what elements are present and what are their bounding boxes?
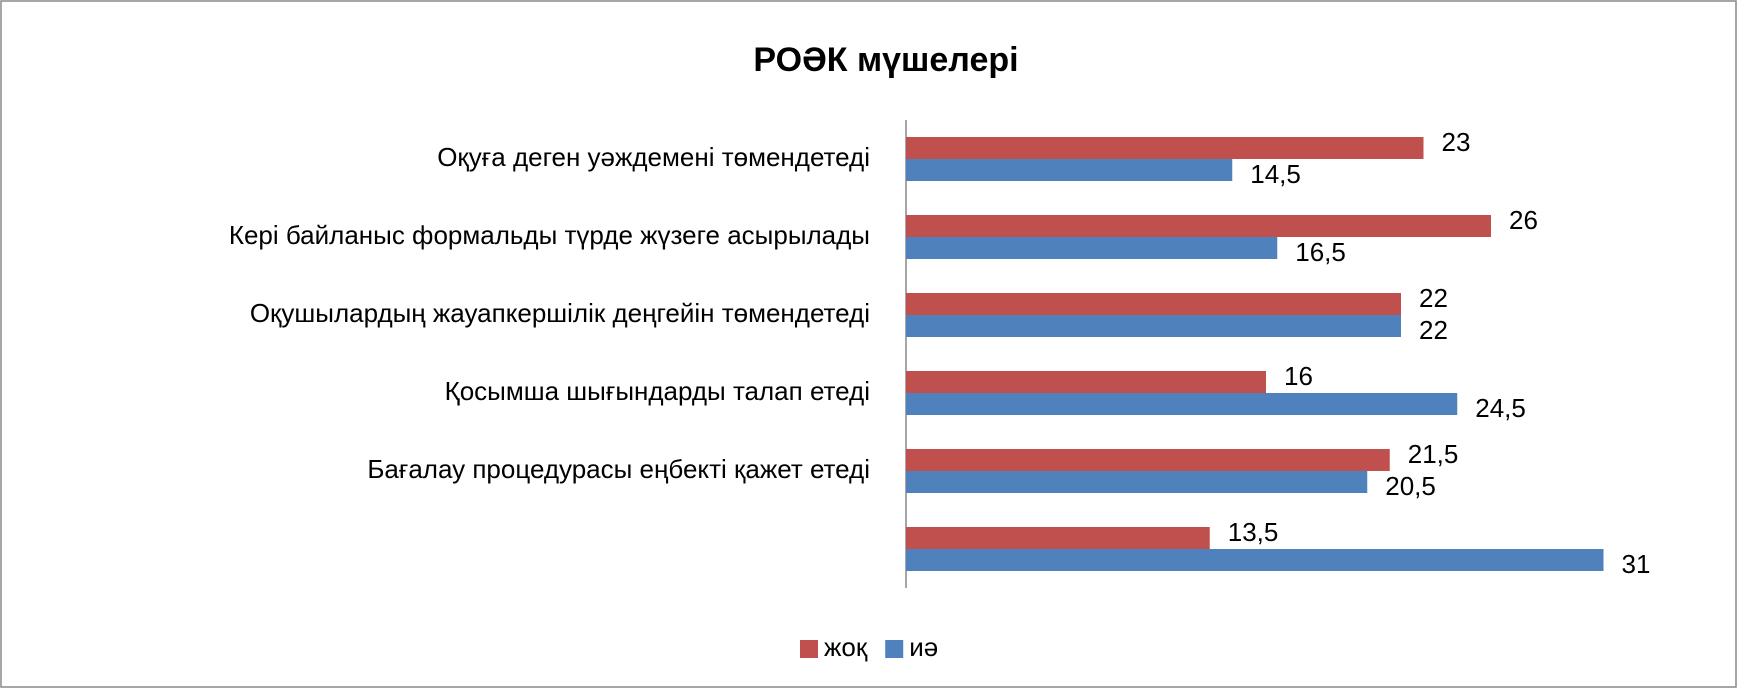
bar bbox=[906, 293, 1401, 315]
bar bbox=[906, 215, 1491, 237]
category-label: Қосымша шығындарды талап етеді bbox=[445, 376, 870, 406]
data-label: 22 bbox=[1419, 283, 1448, 313]
bar bbox=[906, 449, 1390, 471]
category-label: Бағалау процедурасы еңбекті қажет етеді bbox=[367, 454, 870, 484]
data-label: 16,5 bbox=[1295, 237, 1346, 267]
bar bbox=[906, 471, 1368, 493]
data-label: 13,5 bbox=[1228, 517, 1279, 547]
legend-swatch bbox=[800, 640, 818, 658]
bar bbox=[906, 237, 1278, 259]
bar bbox=[906, 159, 1233, 181]
legend-label: иә bbox=[909, 632, 938, 662]
bar bbox=[906, 393, 1458, 415]
data-label: 31 bbox=[1622, 549, 1651, 579]
data-label: 23 bbox=[1442, 127, 1471, 157]
data-label: 20,5 bbox=[1385, 471, 1436, 501]
bar bbox=[906, 527, 1210, 549]
bar bbox=[906, 371, 1266, 393]
data-label: 22 bbox=[1419, 315, 1448, 345]
legend-swatch bbox=[885, 640, 904, 658]
data-label: 14,5 bbox=[1250, 159, 1301, 189]
legend-label: жоқ bbox=[824, 632, 868, 662]
data-label: 26 bbox=[1509, 205, 1538, 235]
data-label: 16 bbox=[1284, 361, 1313, 391]
data-label: 24,5 bbox=[1475, 393, 1526, 423]
category-label: Оқушылардың жауапкершілік деңгейін төмен… bbox=[250, 298, 870, 328]
category-label: Кері байланыс формальды түрде жүзеге асы… bbox=[229, 220, 870, 250]
bar bbox=[906, 549, 1604, 571]
chart-title: РОӘК мүшелері bbox=[753, 41, 1018, 79]
data-label: 21,5 bbox=[1408, 439, 1459, 469]
bar bbox=[906, 315, 1401, 337]
category-label: Оқуға деген уәждемені төмендетеді bbox=[437, 142, 870, 172]
bar bbox=[906, 137, 1424, 159]
